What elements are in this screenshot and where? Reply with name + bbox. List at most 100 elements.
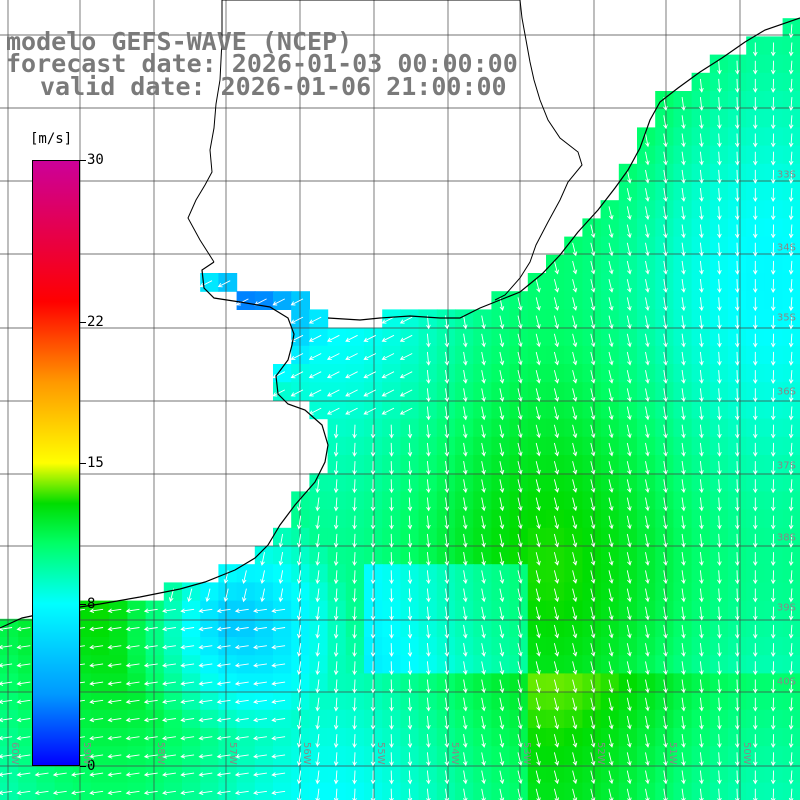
wind-arrow bbox=[462, 497, 468, 512]
wind-arrow bbox=[572, 643, 578, 657]
wind-arrow bbox=[16, 717, 31, 723]
wind-arrow bbox=[753, 552, 758, 567]
wind-arrow bbox=[89, 790, 104, 796]
wind-arrow bbox=[590, 497, 596, 512]
wind-arrow bbox=[770, 169, 776, 184]
wind-arrow bbox=[699, 133, 704, 148]
wind-arrow bbox=[608, 715, 614, 730]
wind-arrow bbox=[681, 151, 686, 166]
wind-arrow bbox=[645, 552, 650, 566]
wind-arrow bbox=[199, 280, 213, 288]
wind-arrow bbox=[735, 242, 740, 257]
wind-arrow bbox=[753, 351, 758, 366]
wind-arrow bbox=[381, 389, 395, 397]
wind-arrow bbox=[788, 570, 794, 585]
wind-arrow bbox=[363, 371, 377, 379]
wind-arrow bbox=[260, 552, 265, 566]
wind-arrow bbox=[590, 333, 596, 348]
wind-arrow bbox=[626, 752, 632, 767]
wind-arrow bbox=[681, 297, 686, 312]
wind-arrow bbox=[0, 644, 13, 650]
wind-arrow bbox=[788, 133, 794, 148]
wind-arrow bbox=[735, 279, 740, 294]
wind-arrow bbox=[444, 333, 450, 348]
wind-arrow bbox=[462, 388, 468, 403]
wind-arrow bbox=[143, 790, 158, 796]
wind-arrow bbox=[370, 770, 376, 785]
wind-arrow bbox=[296, 679, 302, 694]
wind-arrow bbox=[717, 533, 722, 548]
wind-arrow bbox=[0, 772, 13, 777]
wind-arrow bbox=[481, 624, 486, 639]
wind-arrow bbox=[180, 699, 195, 705]
wind-arrow bbox=[553, 370, 560, 384]
wind-arrow bbox=[217, 280, 231, 288]
wind-arrow bbox=[333, 697, 339, 712]
wind-arrow bbox=[535, 515, 541, 530]
wind-arrow bbox=[407, 643, 413, 658]
wind-arrow bbox=[253, 717, 267, 723]
wind-arrow bbox=[753, 242, 758, 257]
wind-arrow bbox=[663, 461, 668, 475]
longitude-label: 55W bbox=[375, 742, 386, 765]
wind-arrow bbox=[626, 533, 632, 548]
wind-arrow bbox=[407, 533, 413, 548]
wind-arrow bbox=[426, 333, 431, 348]
wind-arrow bbox=[645, 624, 650, 639]
wind-arrow bbox=[699, 624, 704, 639]
wind-arrow bbox=[572, 242, 578, 257]
wind-arrow bbox=[770, 388, 776, 403]
colorbar-tick-label: 15 bbox=[87, 455, 104, 471]
wind-arrow bbox=[770, 206, 776, 221]
wind-arrow bbox=[753, 370, 758, 385]
wind-arrow bbox=[788, 552, 794, 567]
wind-arrow bbox=[333, 752, 339, 767]
wind-arrow bbox=[645, 734, 650, 748]
wind-arrow bbox=[143, 626, 158, 632]
wind-arrow bbox=[278, 588, 284, 603]
wind-arrow bbox=[315, 643, 320, 657]
wind-arrow bbox=[626, 679, 632, 694]
wind-arrow bbox=[608, 388, 614, 402]
wind-arrow bbox=[681, 770, 686, 785]
wind-arrow bbox=[717, 333, 722, 348]
wind-arrow bbox=[407, 734, 413, 749]
wind-arrow bbox=[407, 515, 413, 530]
wind-arrow bbox=[681, 169, 686, 184]
wind-arrow bbox=[499, 752, 505, 767]
wind-arrow bbox=[389, 515, 394, 530]
wind-arrow bbox=[681, 260, 686, 275]
wind-arrow bbox=[608, 788, 614, 800]
wind-arrow bbox=[663, 624, 668, 639]
wind-arrow bbox=[180, 663, 195, 668]
longitude-label: 59W bbox=[81, 742, 92, 765]
wind-arrow bbox=[681, 406, 686, 421]
wind-arrow bbox=[717, 279, 722, 294]
wind-arrow bbox=[345, 407, 358, 415]
wind-arrow bbox=[553, 515, 560, 530]
wind-arrow bbox=[663, 606, 668, 621]
wind-arrow bbox=[770, 715, 776, 730]
wind-arrow bbox=[645, 242, 650, 257]
wind-arrow bbox=[681, 479, 686, 494]
wind-arrow bbox=[499, 479, 505, 494]
wind-arrow bbox=[699, 370, 704, 384]
wind-arrow bbox=[345, 334, 358, 342]
wind-arrow bbox=[645, 169, 650, 184]
wind-arrow bbox=[663, 206, 668, 221]
wind-arrow bbox=[553, 497, 560, 512]
wind-arrow bbox=[572, 351, 578, 366]
wind-arrow bbox=[462, 442, 468, 457]
colorbar-tick-mark bbox=[80, 160, 86, 161]
wind-arrow bbox=[407, 442, 413, 457]
wind-arrow bbox=[253, 663, 267, 668]
wind-arrow bbox=[770, 424, 776, 439]
wind-arrow bbox=[143, 608, 158, 614]
wind-arrow bbox=[352, 461, 357, 476]
wind-arrow bbox=[699, 115, 704, 130]
wind-arrow bbox=[626, 770, 632, 785]
wind-arrow bbox=[352, 643, 357, 658]
wind-arrow bbox=[0, 735, 13, 741]
wind-arrow bbox=[645, 715, 650, 730]
wind-arrow bbox=[0, 754, 13, 759]
